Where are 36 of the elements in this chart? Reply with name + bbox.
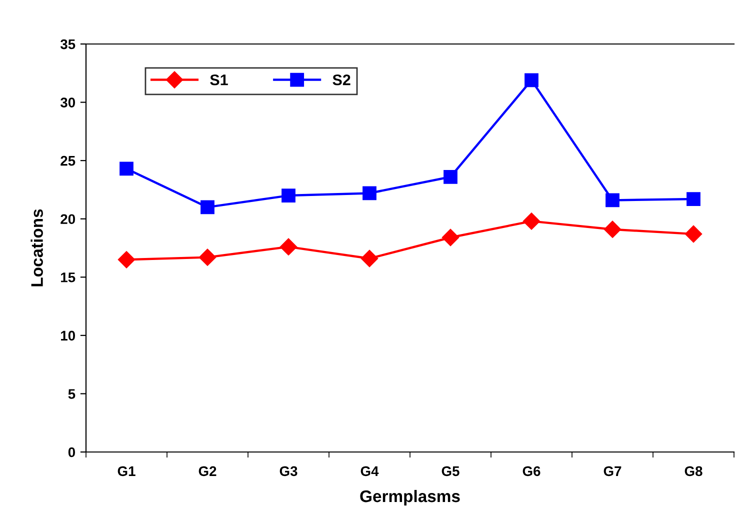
point bbox=[684, 225, 702, 243]
point bbox=[200, 200, 214, 214]
point bbox=[442, 228, 460, 246]
y-axis-title: Locations bbox=[30, 209, 43, 286]
point bbox=[686, 192, 700, 206]
point bbox=[118, 251, 136, 268]
point bbox=[282, 188, 296, 202]
point bbox=[280, 238, 298, 256]
point bbox=[524, 73, 538, 88]
point bbox=[522, 212, 540, 230]
x-axis-title: Germplasms bbox=[360, 490, 460, 506]
y-tick-label: 5 bbox=[68, 389, 76, 399]
point bbox=[604, 220, 622, 238]
x-tick-label: G5 bbox=[442, 466, 460, 476]
point bbox=[444, 170, 458, 184]
legend-label: S2 bbox=[332, 74, 350, 86]
x-tick-label: G4 bbox=[360, 466, 379, 476]
y-tick-label: 20 bbox=[60, 214, 76, 224]
x-tick-label: G2 bbox=[198, 466, 216, 476]
x-tick-label: G3 bbox=[280, 466, 298, 476]
x-tick-label: G8 bbox=[684, 466, 702, 476]
y-tick-label: 25 bbox=[60, 156, 76, 166]
point bbox=[198, 248, 216, 266]
legend-label: S1 bbox=[210, 74, 228, 86]
x-tick-label: G6 bbox=[522, 466, 540, 476]
y-tick-label: 30 bbox=[60, 98, 76, 108]
y-tick-label: 0 bbox=[68, 447, 76, 458]
point bbox=[360, 250, 378, 268]
point bbox=[362, 186, 376, 200]
x-tick-label: G7 bbox=[604, 466, 622, 476]
y-tick-label: 15 bbox=[61, 272, 76, 282]
point bbox=[120, 162, 134, 176]
point bbox=[606, 193, 620, 208]
y-tick-label: 10 bbox=[61, 330, 76, 341]
x-tick-label: G1 bbox=[118, 466, 136, 476]
y-tick-label: 35 bbox=[60, 39, 76, 50]
